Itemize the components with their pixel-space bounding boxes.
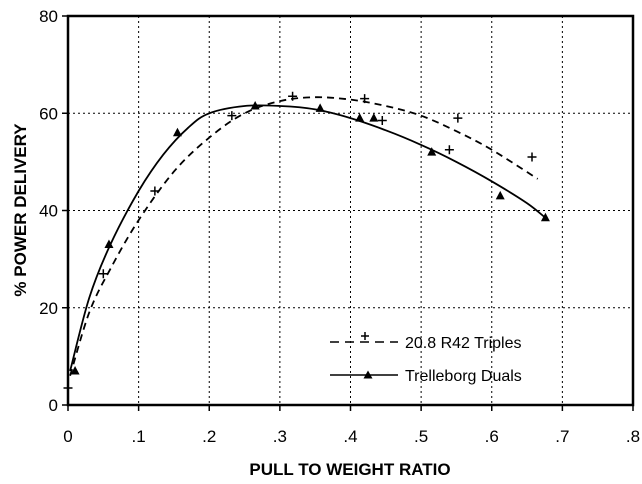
data-point-triangle — [427, 147, 437, 156]
legend: 20.8 R42 Triples Trelleborg Duals — [330, 332, 522, 385]
data-point-triangle — [70, 365, 80, 375]
legend-marker-duals — [363, 370, 373, 379]
data-point-plus — [377, 116, 387, 126]
data-point-triangle — [495, 190, 505, 200]
x-tick-label: .3 — [273, 427, 287, 446]
legend-label-duals: Trelleborg Duals — [405, 368, 522, 385]
series-fit-line-1 — [69, 104, 546, 372]
x-axis-title: PULL TO WEIGHT RATIO — [249, 460, 450, 479]
data-point-triangle — [104, 239, 114, 249]
data-point-plus — [453, 113, 463, 123]
grid — [68, 16, 633, 405]
data-point-triangle — [369, 113, 379, 122]
data-point-plus — [227, 111, 237, 121]
x-tick-labels: 0 .1 .2 .3 .4 .5 .6 .7 .8 — [63, 427, 640, 446]
legend-label-triples: 20.8 R42 Triples — [405, 335, 522, 352]
x-tick-label: .7 — [555, 427, 569, 446]
data-point-triangle — [172, 127, 182, 137]
data-point-plus — [98, 269, 108, 279]
data-point-plus — [360, 94, 370, 104]
data-point-triangle — [355, 113, 365, 122]
x-tick-label: .5 — [414, 427, 428, 446]
plot-area — [63, 91, 550, 393]
legend-marker-triples — [361, 332, 369, 340]
data-point-plus — [288, 91, 298, 101]
data-point-plus — [150, 186, 160, 196]
data-point-plus — [527, 152, 537, 162]
y-tick-label: 40 — [39, 202, 58, 221]
x-tick-label: .6 — [485, 427, 499, 446]
y-tick-labels: 0 20 40 60 80 — [39, 7, 58, 415]
y-tick-label: 80 — [39, 7, 58, 26]
x-tick-label: 0 — [63, 427, 72, 446]
y-tick-label: 0 — [49, 396, 58, 415]
series-fit-line-0 — [69, 96, 539, 377]
data-point-triangle — [540, 212, 550, 222]
y-tick-label: 20 — [39, 299, 58, 318]
x-tick-label: .2 — [202, 427, 216, 446]
x-tick-label: .1 — [132, 427, 146, 446]
data-point-triangle — [315, 103, 325, 112]
axis-ticks — [62, 15, 634, 411]
y-axis-title: % POWER DELIVERY — [11, 123, 30, 297]
x-tick-label: .4 — [343, 427, 357, 446]
y-tick-label: 60 — [39, 104, 58, 123]
data-point-plus — [444, 145, 454, 155]
x-tick-label: .8 — [626, 427, 640, 446]
data-point-triangle — [250, 100, 260, 110]
